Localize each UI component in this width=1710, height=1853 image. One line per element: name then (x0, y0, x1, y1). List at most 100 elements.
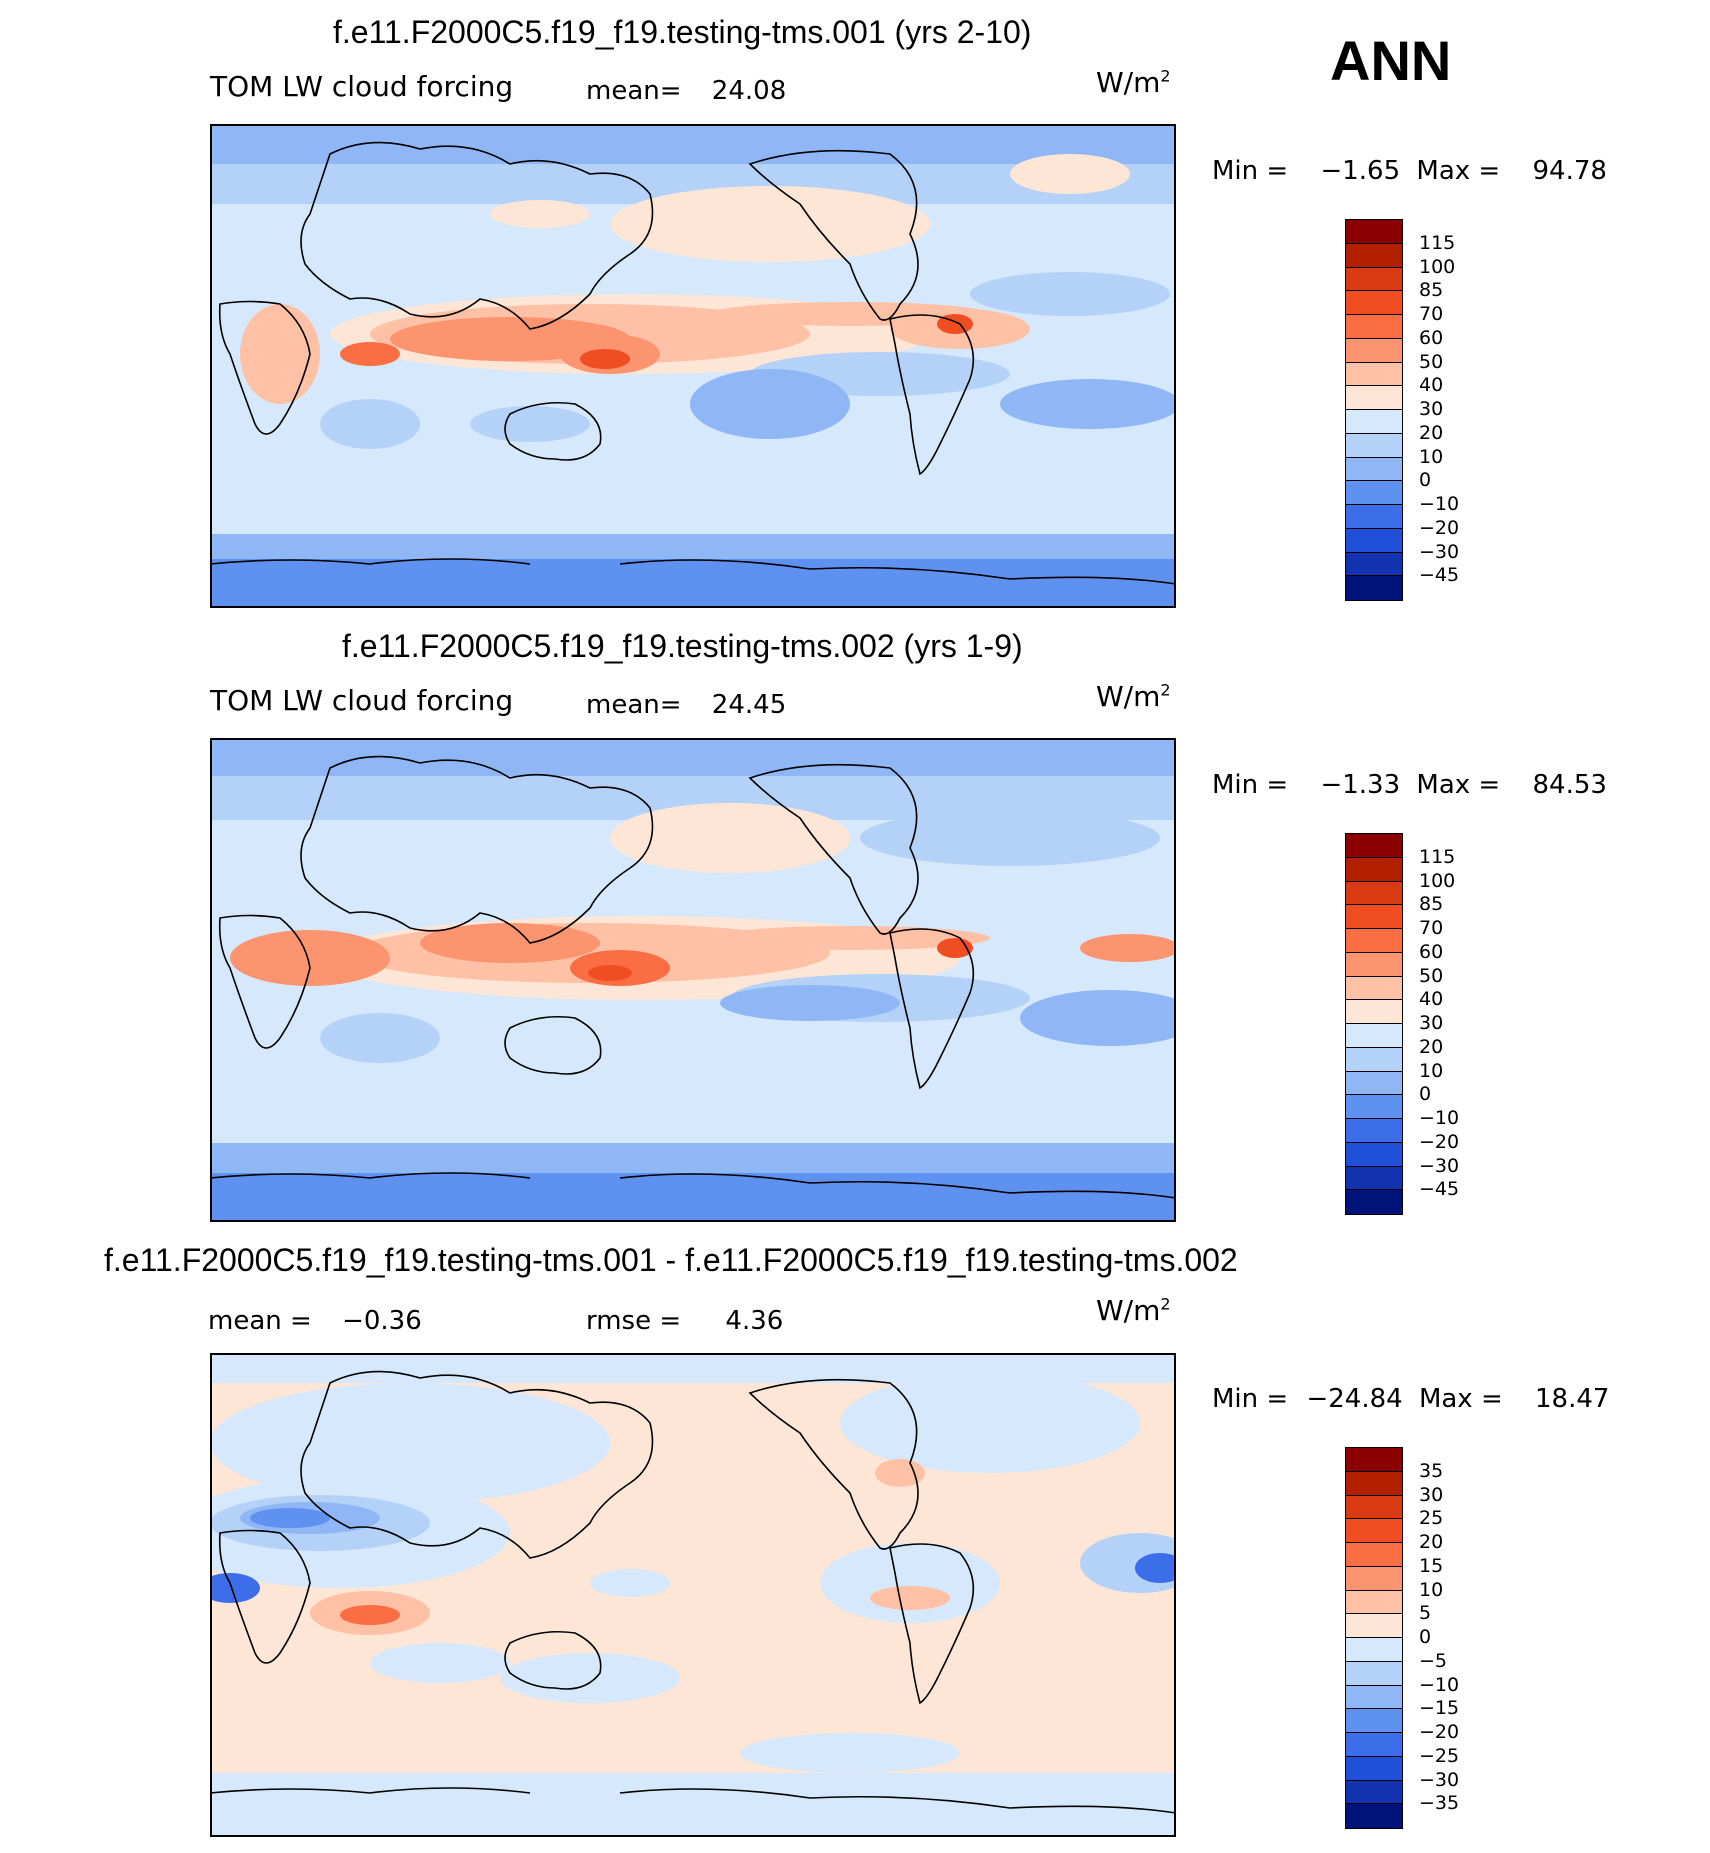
colorbar-label: 0 (1419, 469, 1432, 492)
panel-3-min-value: −24.84 (1306, 1384, 1403, 1414)
colorbar-swatch (1345, 1613, 1403, 1639)
panel-1-map (210, 124, 1176, 608)
colorbar-label: 60 (1419, 326, 1444, 349)
panel-3-units-exp: 2 (1160, 1294, 1171, 1314)
panel-2-mean-label: mean= (586, 690, 682, 720)
colorbar-swatch (1345, 290, 1403, 316)
panel-3-title: f.e11.F2000C5.f19_f19.testing-tms.001 - … (104, 1242, 1238, 1278)
colorbar-swatch (1345, 1708, 1403, 1734)
panel-2-units: W/m2 (1096, 680, 1171, 713)
colorbar-label: −45 (1419, 1178, 1460, 1201)
panel-3-minmax: Min = −24.84 Max = 18.47 (1212, 1384, 1609, 1414)
colorbar-swatch (1345, 1070, 1403, 1096)
panel-2-min-label: Min = (1212, 770, 1289, 800)
colorbar-swatch (1345, 1684, 1403, 1710)
colorbar-swatch (1345, 456, 1403, 482)
colorbar-swatch (1345, 1494, 1403, 1520)
colorbar-label: 5 (1419, 1602, 1432, 1625)
panel-3-max-value: 18.47 (1535, 1384, 1610, 1414)
colorbar-swatch (1345, 385, 1403, 411)
colorbar-swatch (1345, 1023, 1403, 1049)
colorbar-label: 115 (1419, 845, 1456, 868)
panel-2-minmax: Min = −1.33 Max = 84.53 (1212, 770, 1607, 800)
season-label: ANN (1330, 29, 1452, 92)
panel-2-variable: TOM LW cloud forcing (210, 684, 514, 717)
colorbar-swatch (1345, 1046, 1403, 1072)
colorbar-label: 85 (1419, 279, 1444, 302)
panel-3-rmse-value: 4.36 (725, 1306, 784, 1336)
colorbar-label: 50 (1419, 964, 1444, 987)
panel-1-colorbar: 115 100 85 70 60 50 40 30 20 10 0 −10 −20 −30 −45 (1345, 219, 1459, 601)
colorbar-label: 20 (1419, 1531, 1444, 1553)
panel-1-mean-label: mean= (586, 76, 682, 106)
colorbar-swatch (1345, 575, 1403, 601)
colorbar-swatch (1345, 1542, 1403, 1568)
colorbar-swatch (1345, 1803, 1403, 1829)
panel-2-mean: mean= 24.45 (586, 690, 786, 720)
colorbar-label: 40 (1419, 374, 1444, 397)
panel-1-max-value: 94.78 (1532, 156, 1607, 186)
colorbar-swatch (1345, 856, 1403, 882)
colorbar-label: 20 (1419, 1035, 1444, 1058)
colorbar-label: 30 (1419, 398, 1444, 420)
colorbar-swatch (1345, 975, 1403, 1001)
panel-2-title: f.e11.F2000C5.f19_f19.testing-tms.002 (y… (342, 628, 1023, 664)
colorbar-swatch (1345, 219, 1403, 245)
colorbar-label: 70 (1419, 917, 1444, 939)
panel-2-map (210, 738, 1176, 1222)
colorbar-swatch (1345, 1589, 1403, 1615)
colorbar-swatch (1345, 1518, 1403, 1544)
panel-1-units-text: W/m (1096, 66, 1161, 99)
colorbar-label: 100 (1419, 869, 1456, 892)
panel-3-mean: mean = −0.36 (208, 1306, 422, 1336)
colorbar-label: −15 (1419, 1697, 1460, 1720)
colorbar-label: −25 (1419, 1744, 1460, 1767)
colorbar-label: 10 (1419, 1059, 1444, 1082)
colorbar-swatch (1345, 551, 1403, 577)
colorbar-label: 0 (1419, 1083, 1432, 1106)
panel-3-rmse-label: rmse = (586, 1306, 682, 1336)
panel-2-units-exp: 2 (1160, 680, 1171, 700)
colorbar-swatch (1345, 1660, 1403, 1686)
colorbar-label: 25 (1419, 1507, 1444, 1530)
colorbar-label: 40 (1419, 988, 1444, 1011)
colorbar-label: 10 (1419, 1578, 1444, 1601)
colorbar-label: 0 (1419, 1626, 1432, 1648)
colorbar-label: 70 (1419, 303, 1444, 325)
panel-2-mean-value: 24.45 (711, 690, 787, 720)
panel-1-units-exp: 2 (1160, 66, 1171, 86)
colorbar-swatch (1345, 480, 1403, 506)
colorbar-label: 20 (1419, 421, 1444, 444)
colorbar-label: −20 (1419, 1721, 1460, 1743)
panel-1-mean: mean= 24.08 (586, 76, 786, 106)
colorbar-swatch (1345, 1565, 1403, 1591)
colorbar-label: −10 (1419, 1107, 1460, 1129)
colorbar-label: −30 (1419, 1768, 1460, 1791)
colorbar-label: 115 (1419, 231, 1456, 254)
panel-3-units: W/m2 (1096, 1294, 1171, 1327)
colorbar-swatch (1345, 1470, 1403, 1496)
panel-3-map (210, 1353, 1176, 1837)
colorbar-swatch (1345, 314, 1403, 340)
colorbar-label: 100 (1419, 255, 1456, 278)
colorbar-swatch (1345, 1094, 1403, 1120)
panel-1-units: W/m2 (1096, 66, 1171, 99)
colorbar-swatch (1345, 1165, 1403, 1191)
colorbar-label: 85 (1419, 893, 1444, 916)
colorbar-swatch (1345, 1779, 1403, 1805)
panel-3-rmse: rmse = 4.36 (586, 1306, 783, 1336)
panel-2-colorbar: 115 100 85 70 60 50 40 30 20 10 0 −10 −20 −30 −45 (1345, 833, 1459, 1215)
panel-2-units-text: W/m (1096, 680, 1161, 713)
colorbar-swatch (1345, 409, 1403, 435)
panel-2-max-label: Max = (1416, 770, 1501, 800)
panel-1-max-label: Max = (1416, 156, 1501, 186)
colorbar-swatch (1345, 1141, 1403, 1167)
colorbar-swatch (1345, 432, 1403, 458)
panel-1-min-value: −1.65 (1320, 156, 1401, 186)
colorbar-swatch (1345, 337, 1403, 363)
colorbar-swatch (1345, 833, 1403, 859)
panel-1-title: f.e11.F2000C5.f19_f19.testing-tms.001 (y… (333, 14, 1032, 50)
panel-3-min-label: Min = (1212, 1384, 1289, 1414)
colorbar-swatch (1345, 527, 1403, 553)
colorbar-label: −5 (1419, 1649, 1448, 1672)
